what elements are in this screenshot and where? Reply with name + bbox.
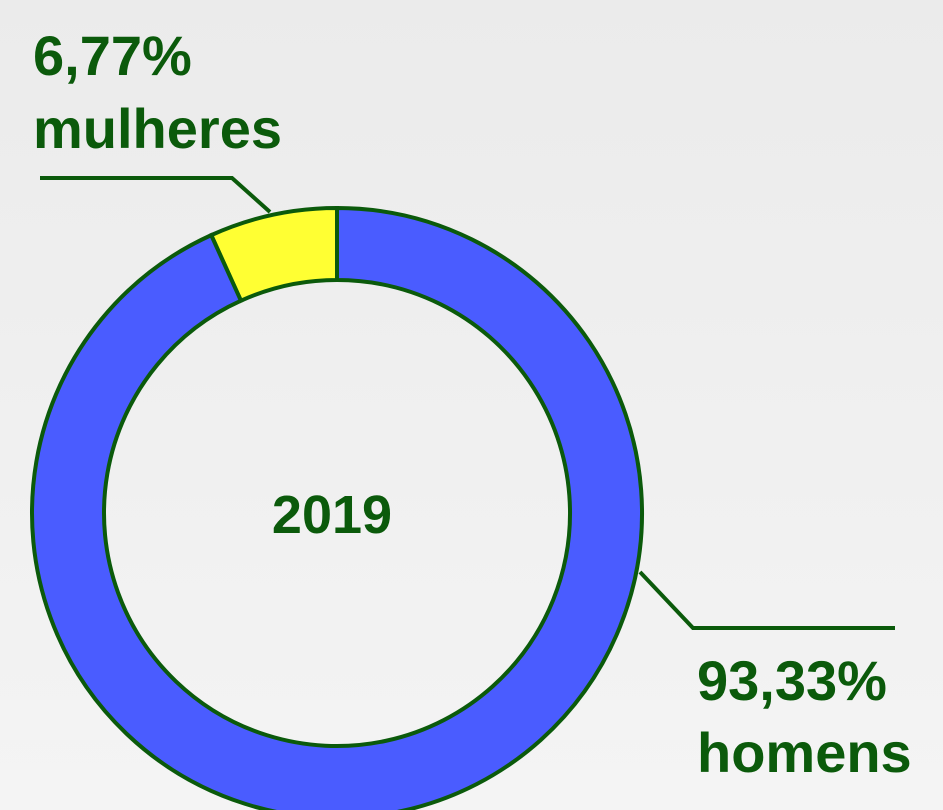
slice-value-label: 6,77% bbox=[33, 24, 192, 87]
leader-line bbox=[638, 570, 895, 630]
leader-line bbox=[40, 176, 272, 214]
center-label: 2019 bbox=[272, 485, 392, 545]
slice-category-label: mulheres bbox=[33, 97, 282, 160]
slice-category-label: homens bbox=[697, 721, 912, 784]
slice-value-label: 93,33% bbox=[697, 649, 887, 712]
donut-slice bbox=[30, 205, 644, 810]
